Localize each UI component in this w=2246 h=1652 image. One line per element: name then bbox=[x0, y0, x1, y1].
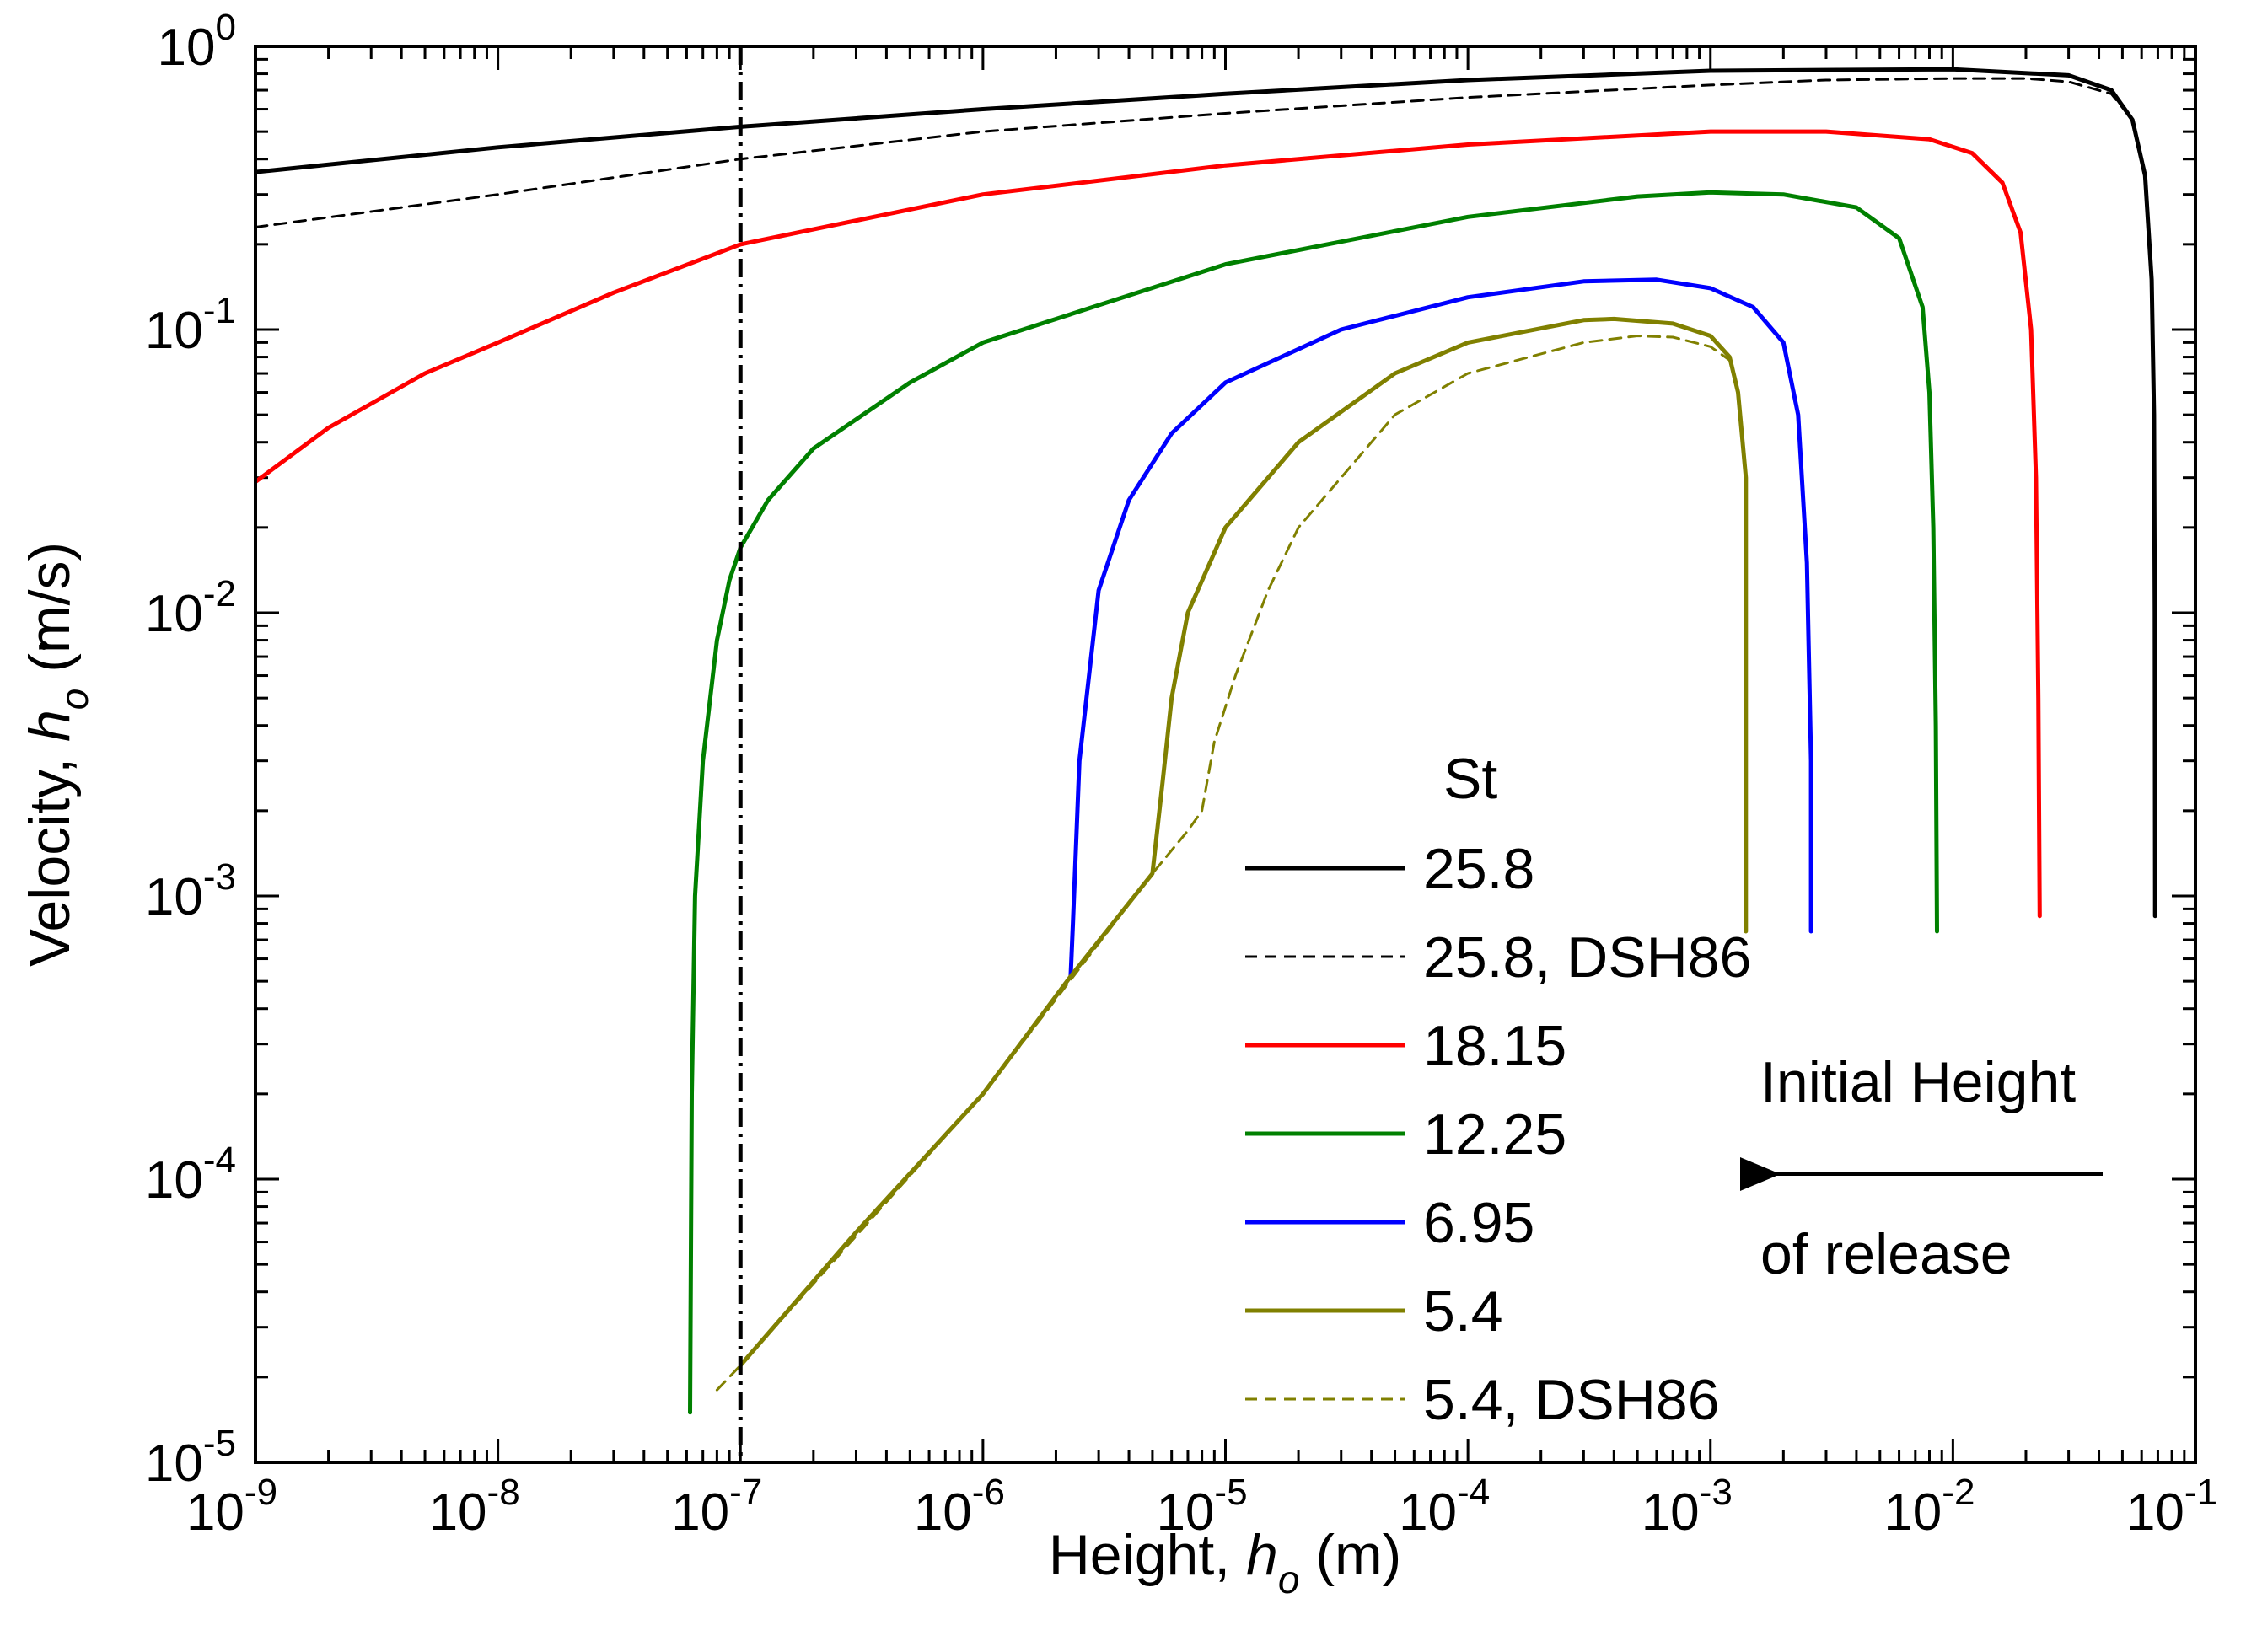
y-tick-label: 10-4 bbox=[145, 1140, 236, 1210]
y-tick-label: 10-3 bbox=[145, 856, 236, 926]
x-axis-title-subscript: o bbox=[1278, 1558, 1300, 1601]
annotation-line-2: of release bbox=[1760, 1222, 2012, 1286]
legend-entry-label: 18.15 bbox=[1423, 1014, 1566, 1078]
x-tick-labels: 10-9 10-8 10-7 10-6 10-5 10-4 10-3 10-2 10-1 bbox=[186, 1472, 2217, 1542]
y-tick-label: 10-2 bbox=[145, 573, 236, 643]
x-tick-label: 10-9 bbox=[186, 1472, 277, 1542]
legend-entry-label: 5.4 bbox=[1423, 1279, 1503, 1344]
series-line-6 bbox=[715, 335, 1731, 1392]
x-axis-title-symbol: h bbox=[1246, 1523, 1278, 1587]
y-axis-title-symbol: h bbox=[18, 710, 82, 742]
y-tick-labels: 100 10-1 10-2 10-3 10-4 10-5 bbox=[145, 7, 236, 1493]
x-tick-label: 10-2 bbox=[1883, 1472, 1975, 1542]
y-tick-label: 10-1 bbox=[145, 290, 236, 360]
axis-ticks bbox=[254, 45, 2197, 1464]
x-tick-label: 10-5 bbox=[1156, 1472, 1247, 1542]
x-tick-label: 10-6 bbox=[914, 1472, 1005, 1542]
legend-entry-label: 25.8 bbox=[1423, 837, 1534, 901]
legend-entry-label: 6.95 bbox=[1423, 1191, 1534, 1255]
series-line-5 bbox=[738, 316, 1749, 1368]
x-axis-title: Height, ho (m) bbox=[1049, 1523, 1402, 1601]
x-tick-label: 10-4 bbox=[1399, 1472, 1490, 1542]
legend-entry-label: 5.4, DSH86 bbox=[1423, 1368, 1720, 1432]
plot-frame bbox=[254, 45, 2197, 1464]
y-axis-title: Velocity, ho (m/s) bbox=[18, 542, 96, 967]
x-tick-label: 10-1 bbox=[2126, 1472, 2217, 1542]
legend-entry-label: 25.8, DSH86 bbox=[1423, 925, 1751, 990]
initial-height-annotation: Initial Height of release bbox=[1740, 1050, 2103, 1286]
series-line-2 bbox=[255, 129, 2042, 919]
series-layer bbox=[255, 67, 2157, 1415]
legend-entry-label: 12.25 bbox=[1423, 1102, 1566, 1167]
y-tick-label: 10-5 bbox=[145, 1423, 236, 1493]
series-line-3 bbox=[688, 190, 1939, 1415]
x-tick-label: 10-7 bbox=[671, 1472, 762, 1542]
series-line-0 bbox=[255, 67, 2157, 919]
y-axis-title-unit: (m/s) bbox=[18, 542, 82, 689]
annotation-line-1: Initial Height bbox=[1760, 1050, 2076, 1114]
y-tick-label: 100 bbox=[158, 7, 236, 77]
y-axis-title-prefix: Velocity, bbox=[18, 742, 82, 967]
y-axis-title-dot bbox=[40, 641, 48, 650]
x-axis-title-prefix: Height, bbox=[1049, 1523, 1246, 1587]
x-tick-label: 10-3 bbox=[1642, 1472, 1733, 1542]
y-axis-title-subscript: o bbox=[52, 689, 96, 711]
x-axis-title-unit: (m) bbox=[1299, 1523, 1401, 1587]
legend: St 25.8 25.8, DSH86 18.15 12.25 6.95 5.4 5.4, … bbox=[1245, 747, 1751, 1432]
x-tick-label: 10-8 bbox=[429, 1472, 520, 1542]
legend-title: St bbox=[1443, 747, 1497, 811]
series-line-4 bbox=[1068, 277, 1813, 979]
